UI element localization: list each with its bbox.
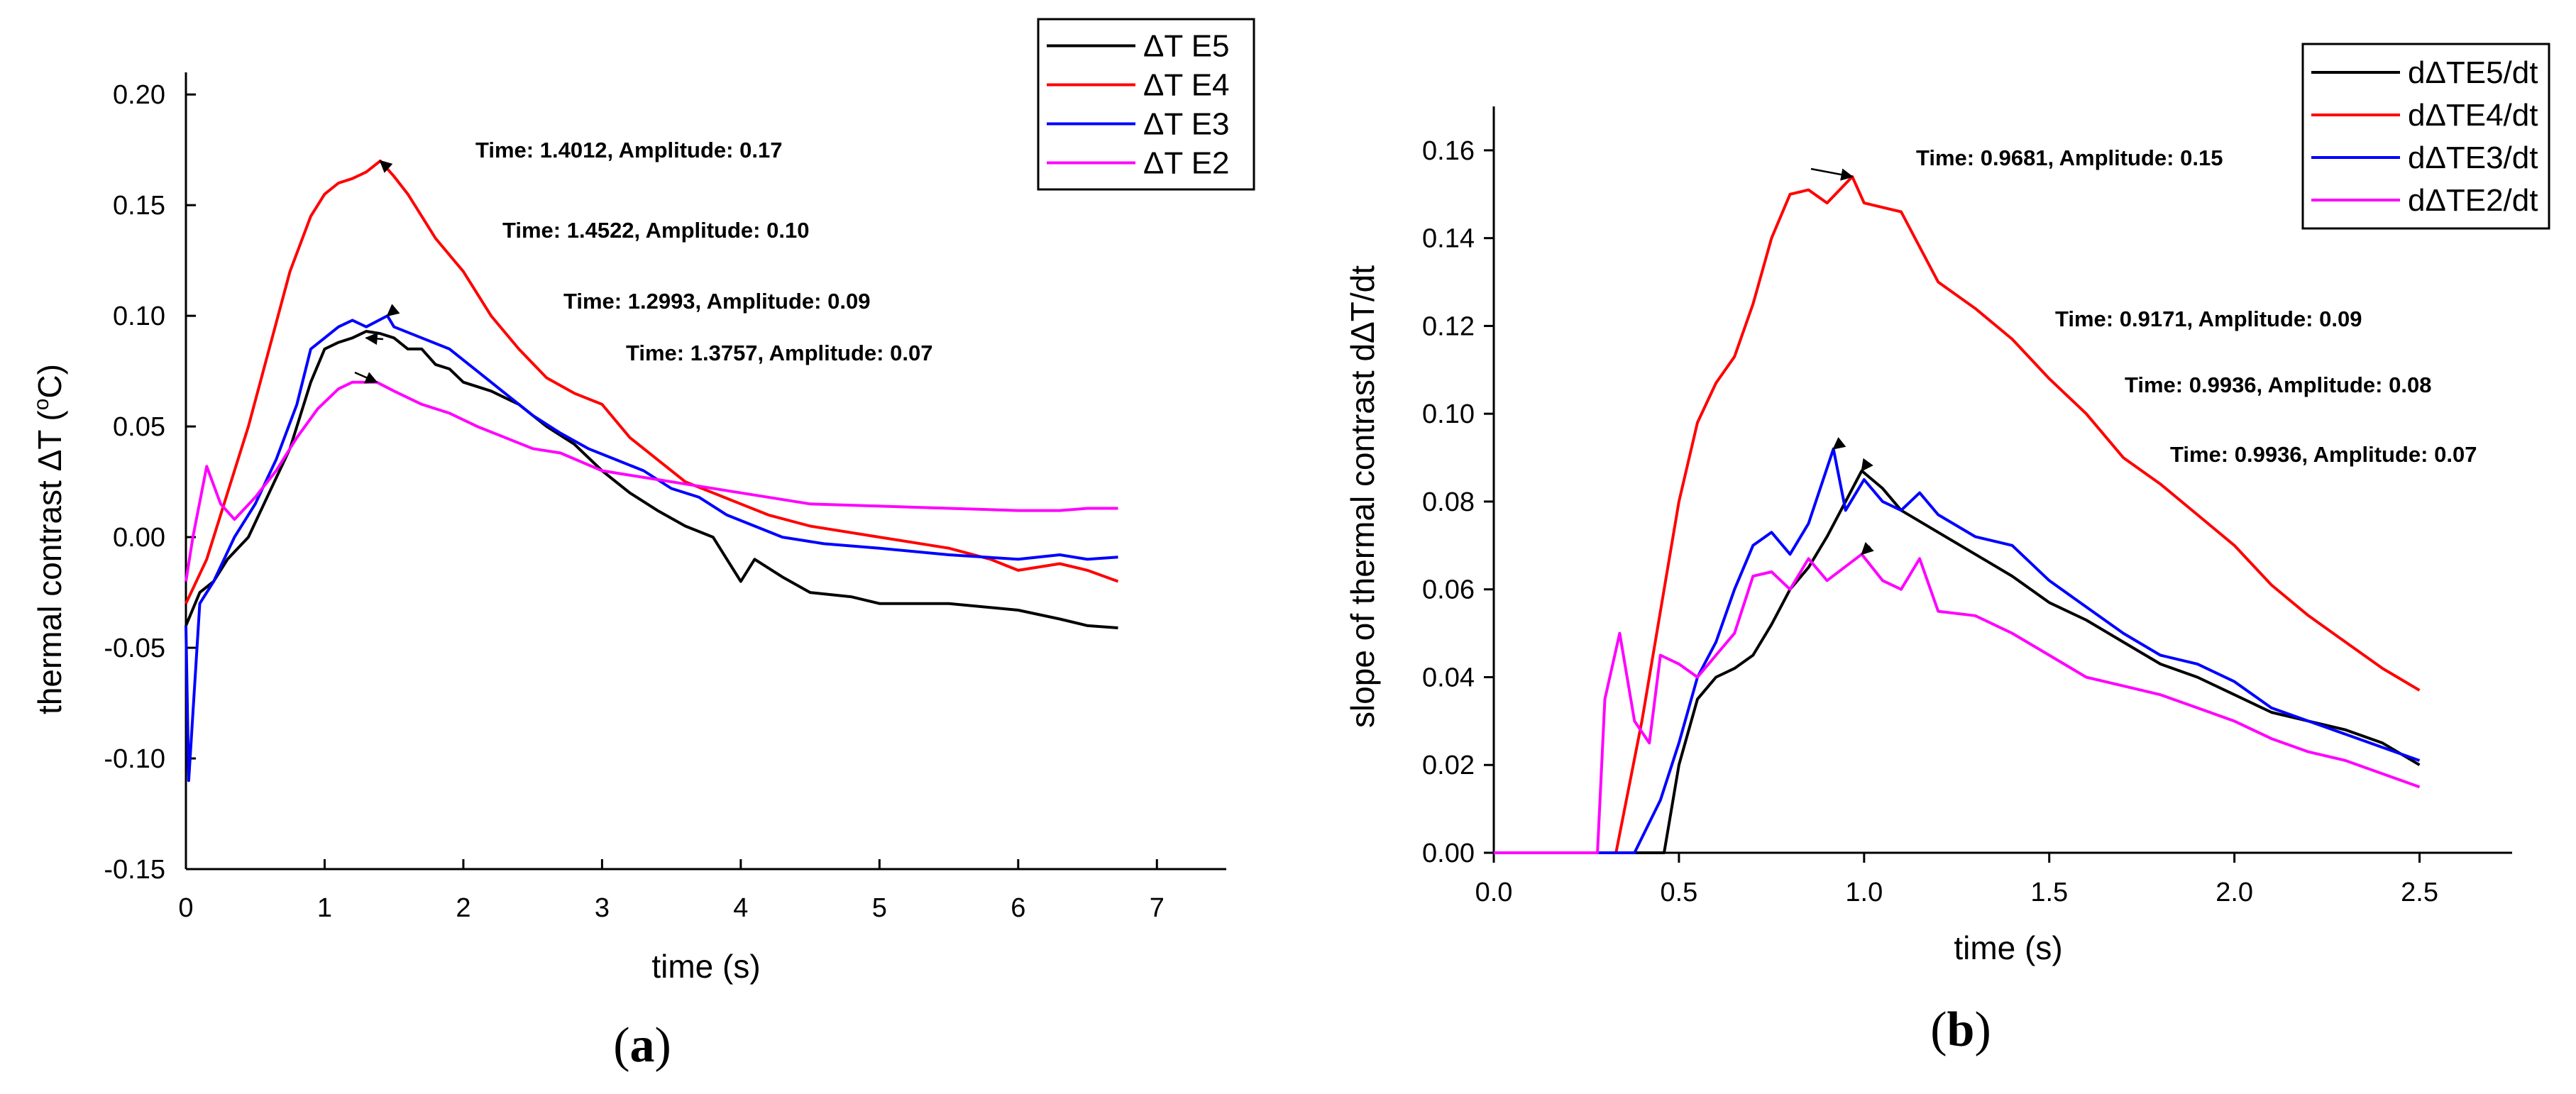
- chart-a-y-tick-label: -0.10: [104, 744, 165, 774]
- chart-b-y-tick-label: 0.10: [1422, 399, 1475, 429]
- chart-b-annotation-arrow: [1832, 437, 1846, 450]
- chart-a-series-0: [185, 330, 1118, 629]
- chart-b-x-tick-label: 2.5: [2401, 878, 2438, 907]
- chart-b-series-3: [1494, 553, 2421, 854]
- chart-a-panel-label: (a): [613, 1018, 671, 1073]
- chart-a-annotation-text: Time: 1.3757, Amplitude: 0.07: [626, 341, 932, 365]
- chart-a-legend-label: ΔT E5: [1143, 29, 1230, 64]
- chart-a-x-tick-label: 5: [872, 893, 887, 923]
- chart-b-y-tick-label: 0.12: [1422, 311, 1475, 341]
- chart-b-legend-label: dΔTE4/dt: [2408, 98, 2538, 133]
- chart-b-annotation-arrow: [1861, 541, 1874, 556]
- chart-b-panel-label: (b): [1930, 1002, 1991, 1057]
- chart-a-x-tick-label: 2: [456, 893, 470, 923]
- chart-b-y-tick-label: 0.02: [1422, 751, 1475, 780]
- chart-a-x-tick-label: 4: [733, 893, 748, 923]
- chart-b-x-tick-label: 1.0: [1845, 878, 1883, 907]
- chart-b-x-tick-label: 2.0: [2216, 878, 2253, 907]
- chart-b-series-group: [1494, 175, 2421, 854]
- chart-a: 0 1 2 3 4 5 6 7 -0.15 -0.10 -0.05 0.00 0.05 0.10 0.15 0…: [30, 18, 1255, 1073]
- chart-b-annotation-arrow: [1810, 167, 1854, 181]
- chart-a-x-tick-label: 6: [1011, 893, 1025, 923]
- chart-a-legend-label: ΔT E4: [1143, 68, 1230, 103]
- chart-a-series-3: [185, 380, 1118, 582]
- chart-a-y-tick-label: 0.00: [113, 523, 165, 553]
- chart-b-annotation-arrow: [1861, 458, 1873, 473]
- chart-a-annotation-text: Time: 1.4012, Amplitude: 0.17: [475, 138, 782, 162]
- chart-a-annotation-arrow: [379, 160, 393, 173]
- chart-a-y-tick-label: -0.15: [104, 855, 165, 885]
- chart-a-legend: ΔT E5 ΔT E4 ΔT E3 ΔT E2: [1037, 18, 1255, 191]
- chart-a-annotations: Time: 1.4012, Amplitude: 0.17 Time: 1.452…: [354, 138, 932, 384]
- chart-a-y-tick-label: 0.15: [113, 191, 165, 221]
- chart-b-y-tick-label: 0.08: [1422, 487, 1475, 517]
- chart-a-xlabel: time (s): [651, 948, 760, 985]
- chart-b-legend-label: dΔTE2/dt: [2408, 183, 2538, 218]
- chart-a-x-tick-label: 7: [1150, 893, 1165, 923]
- chart-a-series-group: [185, 159, 1119, 783]
- chart-a-x-tick-label: 0: [178, 893, 193, 923]
- chart-b-plot-area: 0.0 0.5 1.0 1.5 2.0 2.5 0.00 0.02 0.04 0.06 0.08 0.…: [1422, 106, 2512, 907]
- chart-a-series-2: [185, 314, 1118, 783]
- chart-a-annotation-text: Time: 1.4522, Amplitude: 0.10: [502, 218, 809, 243]
- chart-b-x-tick-label: 0.0: [1475, 878, 1513, 907]
- chart-a-y-tick-label: 0.20: [113, 80, 165, 110]
- chart-a-annotation-arrow: [365, 332, 384, 346]
- chart-a-x-tick-label: 1: [317, 893, 332, 923]
- chart-b-legend-label: dΔTE3/dt: [2408, 140, 2538, 175]
- chart-b-series-2: [1494, 447, 2421, 854]
- chart-b-legend-label: dΔTE5/dt: [2408, 55, 2538, 90]
- chart-b-annotation-text: Time: 0.9936, Amplitude: 0.07: [2170, 442, 2477, 467]
- chart-a-annotation-arrow: [354, 371, 378, 384]
- chart-a-y-tick-label: -0.05: [104, 634, 165, 663]
- chart-b-x-tick-label: 1.5: [2030, 878, 2068, 907]
- chart-a-annotation-arrow: [386, 304, 400, 317]
- chart-a-legend-label: ΔT E3: [1143, 107, 1230, 142]
- chart-b-ylabel: slope of thermal contrast dΔT/dt: [1344, 265, 1381, 728]
- chart-a-legend-box: [1037, 18, 1255, 191]
- chart-a-x-tick-label: 3: [595, 893, 610, 923]
- chart-b: 0.0 0.5 1.0 1.5 2.0 2.5 0.00 0.02 0.04 0.06 0.08 0.…: [1344, 43, 2550, 1057]
- chart-a-y-tick-label: 0.05: [113, 412, 165, 442]
- chart-a-annotation-text: Time: 1.2993, Amplitude: 0.09: [563, 289, 870, 314]
- chart-a-series-1: [185, 159, 1119, 604]
- chart-a-plot-area: 0 1 2 3 4 5 6 7 -0.15 -0.10 -0.05 0.00 0.05 0.10 0.15 0…: [104, 72, 1226, 923]
- chart-b-y-tick-label: 0.14: [1422, 224, 1475, 254]
- chart-b-y-tick-label: 0.00: [1422, 839, 1475, 868]
- chart-b-series-0: [1494, 469, 2421, 854]
- chart-b-y-tick-label: 0.16: [1422, 136, 1475, 166]
- chart-a-legend-label: ΔT E2: [1143, 146, 1230, 181]
- chart-b-annotation-text: Time: 0.9936, Amplitude: 0.08: [2125, 372, 2431, 397]
- chart-b-annotation-text: Time: 0.9681, Amplitude: 0.15: [1916, 145, 2223, 170]
- chart-b-xlabel: time (s): [1954, 929, 2062, 966]
- chart-b-legend-box: [2301, 43, 2550, 230]
- chart-a-ylabel: thermal contrast ΔT (oC): [30, 364, 68, 714]
- chart-b-series-1: [1494, 175, 2421, 854]
- chart-b-annotations: Time: 0.9681, Amplitude: 0.15 Time: 0.917…: [1810, 145, 2477, 556]
- chart-a-y-tick-label: 0.10: [113, 302, 165, 331]
- chart-b-x-tick-label: 0.5: [1660, 878, 1697, 907]
- chart-b-y-tick-label: 0.04: [1422, 663, 1475, 692]
- chart-b-legend: dΔTE5/dt dΔTE4/dt dΔTE3/dt dΔTE2/dt: [2301, 43, 2550, 230]
- chart-b-annotation-text: Time: 0.9171, Amplitude: 0.09: [2055, 306, 2362, 331]
- chart-b-y-tick-label: 0.06: [1422, 575, 1475, 605]
